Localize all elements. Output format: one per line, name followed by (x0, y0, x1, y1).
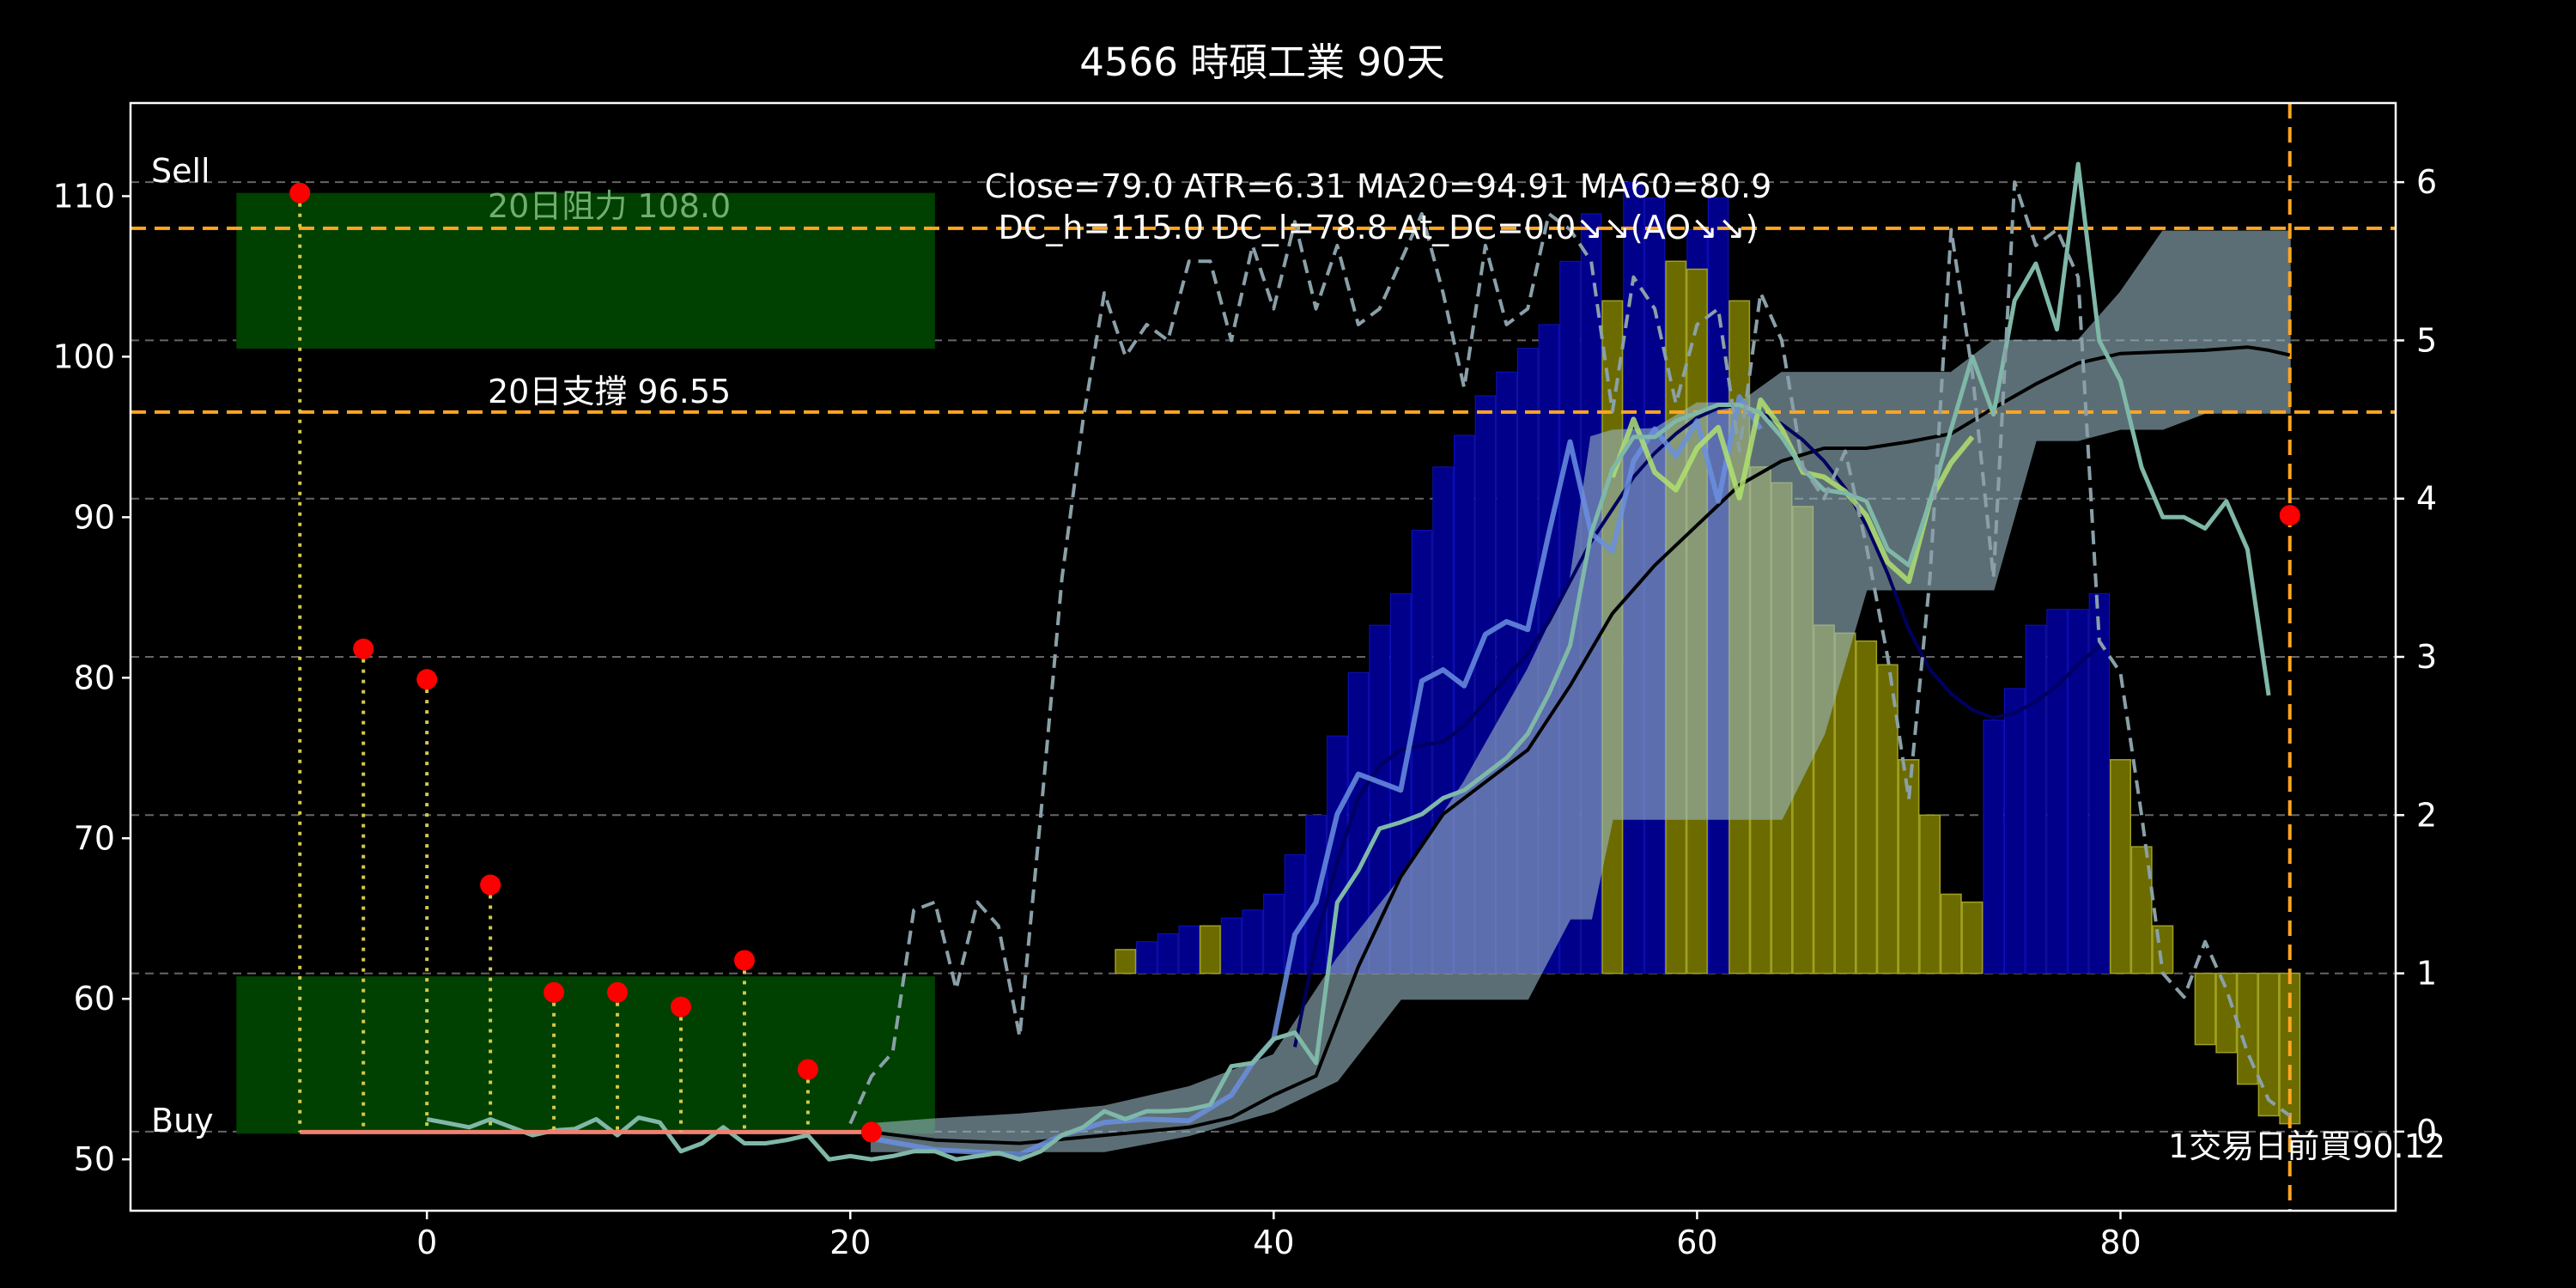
olive-bar (1919, 814, 1941, 975)
blue-bar (1284, 854, 1306, 975)
x-tick-label: 80 (2099, 1224, 2141, 1261)
axes: 0 20 40 60 80 50 60 70 80 90 100 110 0 1 2 3 4 5 6 (52, 101, 2437, 1261)
blue-bar (2025, 624, 2047, 975)
support-label: 20日支撐 96.55 (488, 373, 731, 410)
signal-dot (733, 950, 755, 971)
y2-tick-label: 6 (2416, 163, 2437, 201)
signal-zones (236, 192, 935, 1134)
blue-bar (2067, 609, 2089, 975)
blue-bar (1220, 917, 1242, 975)
signal-dot (416, 669, 438, 690)
signal-markers (289, 182, 2300, 1143)
x-tick-label: 0 (416, 1224, 437, 1261)
buy-note: 1交易日前買90.12 (2168, 1127, 2445, 1165)
y2-tick-label: 3 (2416, 638, 2437, 676)
signal-dot (544, 981, 565, 1003)
y-tick-label: 80 (74, 659, 115, 696)
blue-bar (1136, 941, 1157, 975)
olive-bar (2130, 846, 2153, 975)
olive-bar (1898, 759, 1920, 975)
sell-label: Sell (151, 152, 210, 190)
y-tick-label: 70 (74, 819, 115, 857)
signal-dot (353, 638, 374, 659)
olive-bar (2194, 972, 2216, 1046)
blue-bar (1327, 735, 1348, 975)
ma20-line (871, 345, 2291, 1145)
y-tick-label: 110 (52, 177, 115, 215)
y-tick-label: 100 (52, 337, 115, 375)
signal-dot (607, 981, 629, 1003)
olive-bar (2215, 972, 2238, 1054)
olive-bar (2236, 972, 2258, 1085)
olive-bar (1115, 949, 1137, 975)
olive-bar (1940, 893, 1962, 975)
level-lines (131, 103, 2396, 1211)
olive-bar (1199, 925, 1221, 975)
y2-tick-label: 0 (2416, 1113, 2437, 1151)
buy-zone (236, 976, 935, 1134)
x-tick-label: 60 (1676, 1224, 1717, 1261)
chart-title: 4566 時碩工業 90天 (1079, 39, 1444, 85)
blue-bar (1242, 909, 1263, 975)
y2-tick-label: 4 (2416, 480, 2437, 518)
signal-dot (289, 182, 311, 204)
x-tick-label: 40 (1253, 1224, 1294, 1261)
y-tick-label: 90 (74, 498, 115, 536)
series-lines (426, 161, 2291, 1162)
info-line-1: Close=79.0 ATR=6.31 MA20=94.91 MA60=80.9 (985, 167, 1772, 205)
signal-dot (860, 1121, 882, 1143)
sell-zone (236, 192, 935, 349)
blue-bar (1983, 720, 2004, 975)
olive-bar (1856, 640, 1878, 975)
blue-bar (1178, 925, 1200, 975)
olive-bar (1961, 901, 1984, 975)
resistance-label: 20日阻力 108.0 (488, 187, 731, 225)
signal-dot (480, 874, 501, 896)
ma5-line (1293, 403, 2101, 1048)
end-signal-dot (2279, 505, 2300, 526)
signal-dot (671, 996, 692, 1018)
y-tick-label: 60 (74, 980, 115, 1018)
blue-bar (2088, 592, 2111, 975)
blue-bar (2046, 609, 2068, 975)
close-blue-line (871, 394, 1763, 1157)
olive-bar (1876, 664, 1899, 975)
ao-line (848, 180, 2291, 1125)
y2-tick-label: 2 (2416, 796, 2437, 834)
buy-label: Buy (151, 1102, 214, 1139)
olive-bar (2110, 759, 2131, 975)
y2-tick-label: 1 (2416, 955, 2437, 993)
signal-dot (797, 1059, 818, 1080)
y-tick-label: 50 (74, 1140, 115, 1178)
olive-bar (2257, 972, 2280, 1117)
blue-bar (1263, 893, 1285, 975)
close-teal-line (426, 161, 2271, 1162)
y2-tick-label: 5 (2416, 321, 2437, 359)
x-tick-label: 20 (829, 1224, 871, 1261)
info-line-2: DC_h=115.0 DC_l=78.8 At_DC=0.0↘↘(AO↘↘) (998, 209, 1758, 246)
blue-bar (2004, 688, 2026, 975)
blue-bar (1157, 933, 1179, 975)
